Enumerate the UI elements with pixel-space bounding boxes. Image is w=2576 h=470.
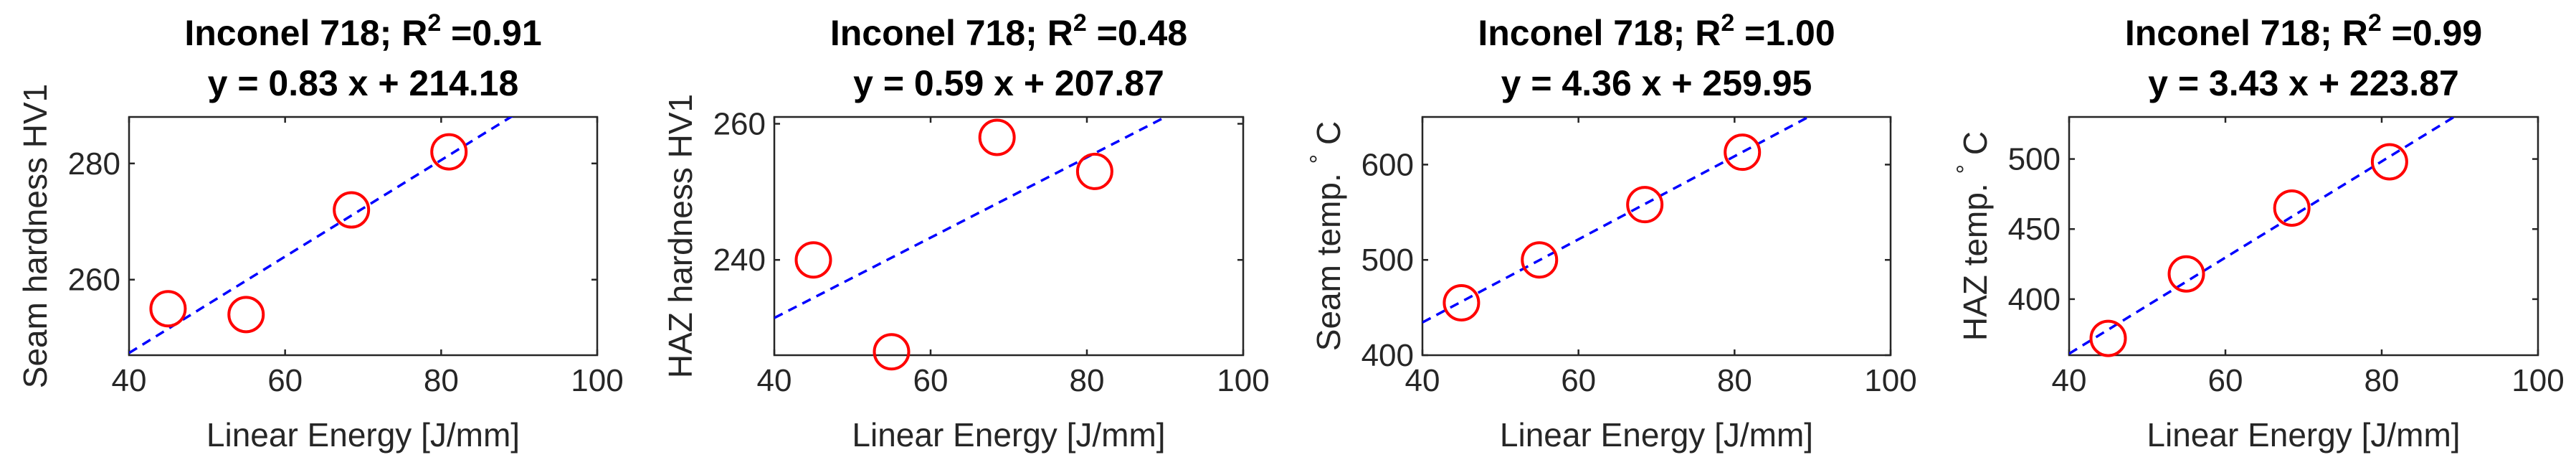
chart-3-y-axis-label: Seam temp. ° C xyxy=(1306,121,1347,351)
chart-3-data-point xyxy=(1724,133,1762,171)
chart-2-fit-line xyxy=(774,117,1169,319)
chart-2-x-axis-label: Linear Energy [J/mm] xyxy=(852,416,1165,453)
chart-1-x-tick-label: 40 xyxy=(112,363,147,398)
chart-1-fit-line xyxy=(129,117,513,354)
chart-2-data-point xyxy=(978,118,1016,156)
chart-4-data-point xyxy=(2089,319,2127,357)
chart-1-title-line2: y = 0.83 x + 214.18 xyxy=(208,63,519,103)
chart-3-y-tick-label: 500 xyxy=(1361,243,1414,278)
chart-3-x-tick-label: 40 xyxy=(1405,363,1440,398)
chart-2-x-tick-label: 60 xyxy=(913,363,949,398)
chart-4-title-line1: Inconel 718; R2 =0.99 xyxy=(2125,9,2482,53)
chart-2-x-tick-label: 80 xyxy=(1070,363,1105,398)
chart-3-axes-box xyxy=(1421,116,1892,357)
chart-4-degree-symbol: ° xyxy=(1952,164,1979,174)
chart-4-x-axis-label: Linear Energy [J/mm] xyxy=(2147,416,2460,453)
chart-1-y-tick-label: 280 xyxy=(68,146,120,182)
chart-4-data-point xyxy=(2273,189,2311,227)
chart-4-x-tick-label: 60 xyxy=(2208,363,2243,398)
chart-2-y-tick-label: 260 xyxy=(713,106,766,141)
chart-4-y-tick-label: 400 xyxy=(2008,282,2061,317)
chart-2-title-line1: Inconel 718; R2 =0.48 xyxy=(830,9,1187,53)
chart-2-panel: 40 60 80 100 240 260 Inconel 718; R2 =0.48 y = … xyxy=(662,9,1270,453)
chart-2-axes-box xyxy=(773,116,1245,357)
chart-1-data-point xyxy=(333,191,371,229)
chart-4-fit-line xyxy=(2069,117,2457,355)
chart-3-y-tick-label: 600 xyxy=(1361,147,1414,182)
chart-1-x-tick-label: 60 xyxy=(267,363,303,398)
chart-3-x-axis-label: Linear Energy [J/mm] xyxy=(1500,416,1813,453)
chart-2-x-tick-label: 100 xyxy=(1217,363,1269,398)
chart-3-degree-symbol: ° xyxy=(1306,154,1333,164)
chart-1-data-point xyxy=(227,296,265,334)
chart-1-panel: 40 60 80 100 260 280 Inconel 718; R2 =0.91 y = … xyxy=(16,9,624,453)
chart-3-panel: 40 60 80 100 400 500 600 Inconel 718; R2 =1.00 y… xyxy=(1306,9,1917,453)
chart-2-data-point xyxy=(873,333,911,371)
chart-2-data-point xyxy=(1075,152,1113,190)
chart-4-x-tick-label: 80 xyxy=(2364,363,2400,398)
chart-3-x-tick-label: 100 xyxy=(1864,363,1916,398)
chart-1-x-tick-label: 100 xyxy=(571,363,623,398)
chart-2-y-tick-label: 240 xyxy=(713,243,766,278)
chart-4-x-tick-label: 100 xyxy=(2511,363,2564,398)
chart-3-x-tick-label: 60 xyxy=(1561,363,1596,398)
chart-2-title-line2: y = 0.59 x + 207.87 xyxy=(853,63,1164,103)
chart-1-axes-box xyxy=(128,116,599,357)
chart-1-y-tick-label: 260 xyxy=(68,263,120,298)
chart-3-data-point xyxy=(1626,186,1664,224)
chart-4-y-axis-label: HAZ temp. ° C xyxy=(1952,131,1994,341)
chart-4-y-tick-label: 500 xyxy=(2008,142,2061,177)
chart-2-data-point xyxy=(794,241,832,279)
chart-4-panel: 40 60 80 100 400 450 500 Inconel 718; R2 =0.99 y… xyxy=(1952,9,2565,453)
chart-4-axes-box xyxy=(2068,116,2539,357)
chart-4-y-tick-label: 450 xyxy=(2008,212,2061,247)
chart-3-data-point xyxy=(1443,283,1481,321)
chart-3-title-line1: Inconel 718; R2 =1.00 xyxy=(1478,9,1835,53)
chart-1-data-point xyxy=(430,133,468,171)
chart-1-x-axis-label: Linear Energy [J/mm] xyxy=(206,416,520,453)
chart-4-data-point xyxy=(2370,143,2408,181)
chart-2-x-tick-label: 40 xyxy=(757,363,792,398)
chart-3-data-point xyxy=(1521,241,1559,279)
chart-4-title-line2: y = 3.43 x + 223.87 xyxy=(2148,63,2459,103)
chart-1-data-point xyxy=(149,290,187,328)
chart-1-title-line1: Inconel 718; R2 =0.91 xyxy=(184,9,541,53)
chart-3-y-tick-label: 400 xyxy=(1361,338,1414,373)
chart-4-x-tick-label: 40 xyxy=(2052,363,2087,398)
chart-3-title-line2: y = 4.36 x + 259.95 xyxy=(1501,63,1812,103)
chart-2-y-axis-label: HAZ hardness HV1 xyxy=(662,94,699,378)
chart-4-data-point xyxy=(2167,255,2205,293)
chart-1-y-axis-label: Seam hardness HV1 xyxy=(16,84,54,388)
chart-1-x-tick-label: 80 xyxy=(424,363,459,398)
chart-3-x-tick-label: 80 xyxy=(1717,363,1752,398)
